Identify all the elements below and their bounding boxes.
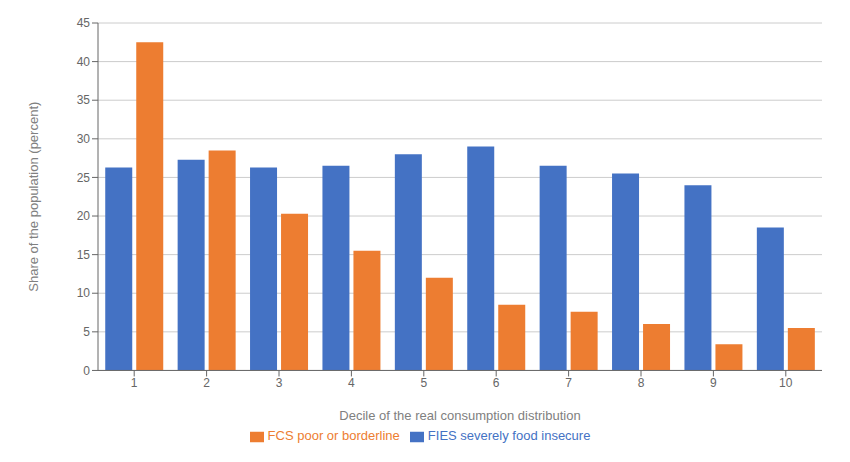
svg-text:6: 6	[493, 376, 500, 390]
svg-text:Share of the population (perce: Share of the population (percent)	[26, 102, 41, 292]
svg-text:45: 45	[77, 16, 91, 30]
svg-text:20: 20	[77, 209, 91, 223]
svg-text:0: 0	[83, 364, 90, 378]
svg-text:5: 5	[420, 376, 427, 390]
svg-text:10: 10	[77, 286, 91, 300]
svg-text:1: 1	[131, 376, 138, 390]
svg-text:8: 8	[638, 376, 645, 390]
svg-text:10: 10	[779, 376, 793, 390]
svg-text:30: 30	[77, 132, 91, 146]
html-text:FCS poor or borderline: FCS poor or borderline	[267, 428, 400, 444]
svg-text:35: 35	[77, 93, 91, 107]
svg-text:25: 25	[77, 171, 91, 185]
svg-text:3: 3	[276, 376, 283, 390]
svg-text:Decile of the real consumption: Decile of the real consumption distribut…	[339, 408, 580, 423]
svg-text:7: 7	[565, 376, 572, 390]
svg-text:9: 9	[710, 376, 717, 390]
svg-text:2: 2	[203, 376, 210, 390]
svg-text:40: 40	[77, 55, 91, 69]
svg-text:4: 4	[348, 376, 355, 390]
svg-text:5: 5	[83, 325, 90, 339]
svg-text:15: 15	[77, 248, 91, 262]
html-text:FIES severely food insecure: FIES severely food insecure	[427, 428, 591, 444]
